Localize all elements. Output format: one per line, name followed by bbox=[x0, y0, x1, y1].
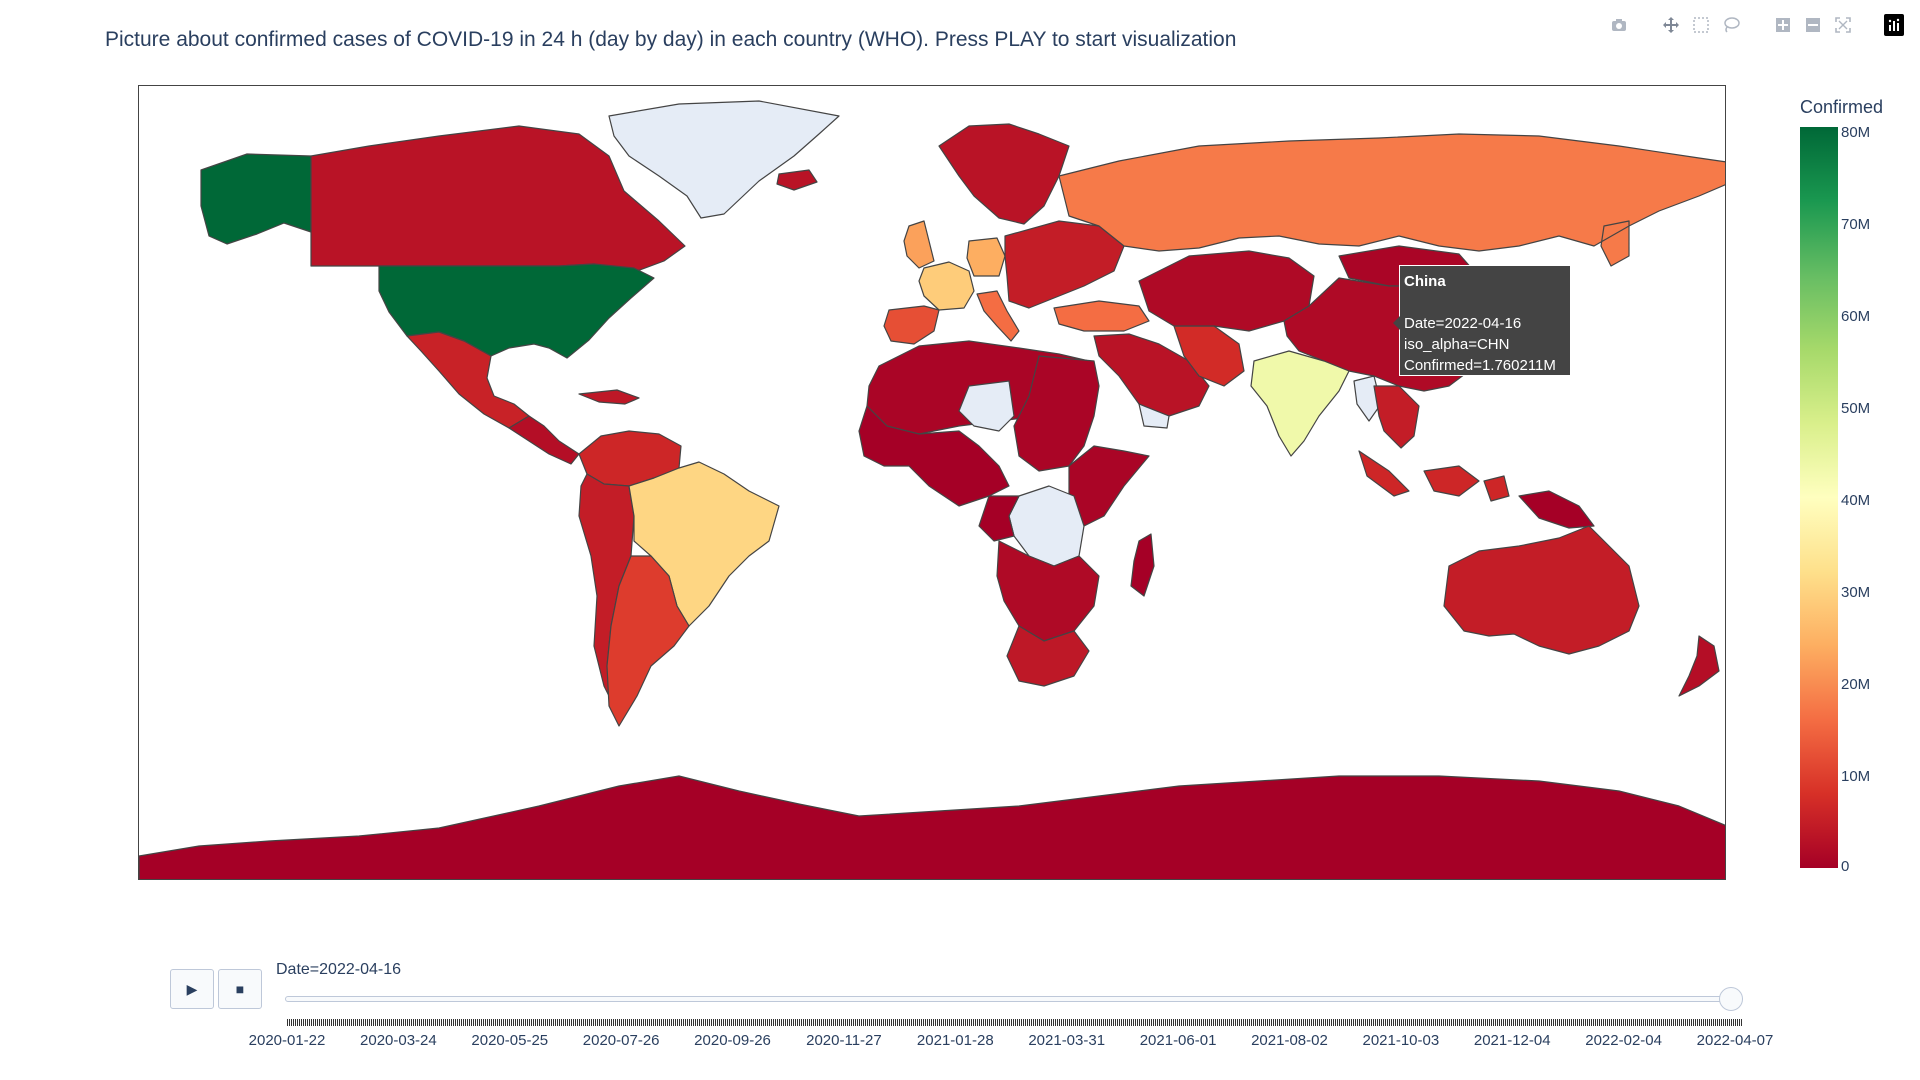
choropleth-map[interactable] bbox=[138, 85, 1726, 880]
region-scandinavia[interactable] bbox=[777, 124, 1069, 224]
autoscale-icon[interactable] bbox=[1832, 14, 1854, 36]
region-madagascar[interactable] bbox=[1131, 534, 1154, 596]
region-spain[interactable] bbox=[884, 306, 939, 344]
region-indonesia[interactable] bbox=[1359, 451, 1509, 501]
slider-label: 2021-06-01 bbox=[1140, 1032, 1217, 1049]
colorbar-tick: 30M bbox=[1841, 584, 1870, 601]
move-icon[interactable] bbox=[1660, 14, 1682, 36]
zoom-out-icon[interactable] bbox=[1802, 14, 1824, 36]
tooltip-confirmed: Confirmed=1.760211M bbox=[1404, 355, 1566, 376]
colorbar-tick: 70M bbox=[1841, 216, 1870, 233]
camera-icon[interactable] bbox=[1608, 14, 1630, 36]
modebar bbox=[1608, 14, 1904, 36]
slider-label: 2021-10-03 bbox=[1362, 1032, 1439, 1049]
box-select-icon[interactable] bbox=[1690, 14, 1712, 36]
colorbar-title: Confirmed bbox=[1800, 97, 1883, 118]
slider-rail[interactable] bbox=[285, 996, 1743, 1002]
region-central-america[interactable] bbox=[509, 416, 579, 464]
play-button[interactable]: ▶ bbox=[170, 969, 214, 1009]
region-horn-of-africa[interactable] bbox=[1069, 446, 1149, 526]
region-australia[interactable] bbox=[1444, 526, 1639, 654]
region-france[interactable] bbox=[919, 262, 974, 310]
region-southeast-asia[interactable] bbox=[1374, 386, 1419, 448]
plotly-logo-icon[interactable] bbox=[1884, 14, 1904, 36]
region-png[interactable] bbox=[1519, 491, 1594, 528]
colorbar bbox=[1800, 127, 1838, 868]
slider-label: 2020-09-26 bbox=[694, 1032, 771, 1049]
zoom-in-icon[interactable] bbox=[1772, 14, 1794, 36]
hover-tooltip: China Date=2022-04-16 iso_alpha=CHN Conf… bbox=[1399, 265, 1571, 376]
colorbar-tick: 80M bbox=[1841, 124, 1870, 141]
slider-label: 2021-08-02 bbox=[1251, 1032, 1328, 1049]
slider-label: 2020-11-27 bbox=[806, 1032, 882, 1049]
slider-label: 2022-04-07 bbox=[1697, 1032, 1774, 1049]
tooltip-iso: iso_alpha=CHN bbox=[1404, 334, 1566, 355]
region-greenland[interactable] bbox=[609, 101, 839, 218]
slider-grip[interactable] bbox=[1719, 987, 1743, 1011]
colorbar-tick: 20M bbox=[1841, 676, 1870, 693]
slider-label: 2020-01-22 bbox=[249, 1032, 326, 1049]
region-russia[interactable] bbox=[1059, 134, 1726, 266]
tooltip-date: Date=2022-04-16 bbox=[1404, 313, 1566, 334]
region-caribbean[interactable] bbox=[579, 390, 639, 404]
region-uk[interactable] bbox=[904, 221, 934, 268]
slider-label: 2021-12-04 bbox=[1474, 1032, 1551, 1049]
slider-label: 2020-05-25 bbox=[471, 1032, 548, 1049]
world-map-svg[interactable] bbox=[139, 86, 1726, 880]
region-turkey[interactable] bbox=[1054, 301, 1149, 331]
colorbar-tick: 40M bbox=[1841, 492, 1870, 509]
region-antarctica[interactable] bbox=[139, 776, 1726, 880]
slider-current-value: Date=2022-04-16 bbox=[276, 961, 401, 979]
region-germany[interactable] bbox=[967, 238, 1005, 276]
colorbar-tick: 10M bbox=[1841, 768, 1870, 785]
slider-label: 2020-07-26 bbox=[583, 1032, 660, 1049]
region-india[interactable] bbox=[1251, 351, 1349, 456]
tooltip-country: China bbox=[1404, 271, 1566, 292]
stop-button[interactable]: ■ bbox=[218, 969, 262, 1009]
slider-label: 2022-02-04 bbox=[1585, 1032, 1662, 1049]
region-eastern-europe[interactable] bbox=[1005, 221, 1124, 308]
slider-label: 2021-03-31 bbox=[1028, 1032, 1105, 1049]
colorbar-tick: 60M bbox=[1841, 308, 1870, 325]
region-new-zealand[interactable] bbox=[1679, 636, 1719, 696]
colorbar-tick: 50M bbox=[1841, 400, 1870, 417]
lasso-icon[interactable] bbox=[1720, 14, 1742, 36]
chart-title: Picture about confirmed cases of COVID-1… bbox=[105, 28, 1236, 52]
slider-label: 2020-03-24 bbox=[360, 1032, 437, 1049]
colorbar-tick: 0 bbox=[1841, 858, 1849, 875]
slider-ticks bbox=[287, 1019, 1743, 1026]
slider-label: 2021-01-28 bbox=[917, 1032, 994, 1049]
region-alaska[interactable] bbox=[201, 154, 311, 244]
